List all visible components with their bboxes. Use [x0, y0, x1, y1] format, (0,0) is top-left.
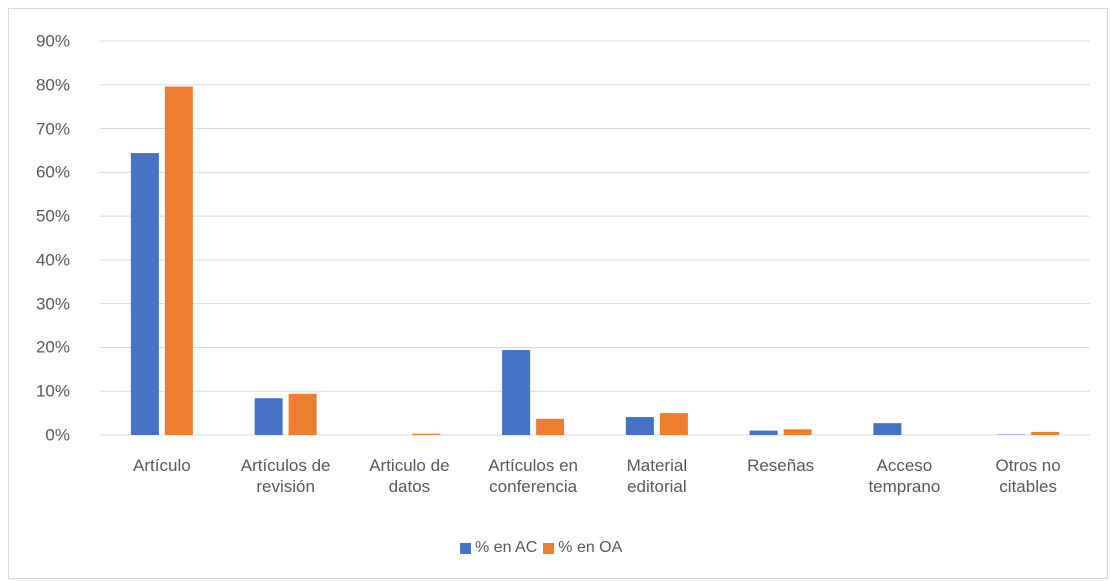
legend-swatch [460, 542, 471, 554]
y-tick-label: 0% [45, 425, 70, 445]
y-tick-label: 10% [35, 381, 70, 401]
bar [1031, 431, 1060, 435]
y-tick-label: 50% [35, 206, 70, 226]
bar [130, 153, 159, 435]
bar [873, 423, 902, 435]
x-tick-label: Articulo de datos [369, 456, 450, 496]
y-tick-label: 30% [35, 294, 70, 314]
x-tick-label: Artículo [133, 456, 191, 475]
x-tick-label: Material editorial [626, 456, 688, 496]
legend-swatch [543, 542, 555, 554]
bar [749, 430, 778, 435]
bar [625, 417, 654, 435]
bar [288, 393, 317, 435]
legend-item: % en OA [543, 539, 622, 557]
bar [254, 398, 283, 435]
y-tick-label: 20% [35, 337, 70, 357]
bar [502, 350, 531, 435]
bar [164, 86, 193, 435]
y-tick-label: 40% [35, 250, 70, 270]
x-tick-label: Artículos de revisión [240, 456, 331, 496]
bar [783, 429, 812, 435]
x-tick-label: Otros no citables [995, 456, 1061, 496]
x-tick-label: Reseñas [747, 456, 815, 475]
y-tick-label: 80% [35, 75, 70, 95]
legend-label: % en AC [475, 539, 538, 556]
bar [412, 433, 441, 435]
bar [536, 418, 565, 435]
legend-item: % en AC [460, 539, 537, 557]
legend-label: % en OA [558, 539, 623, 556]
chart-frame [8, 8, 1108, 579]
y-tick-label: 60% [35, 162, 70, 182]
x-tick-label: Artículos en conferencia [488, 456, 578, 496]
x-tick-label: Acceso temprano [868, 456, 941, 496]
bar [659, 413, 688, 435]
y-tick-label: 70% [35, 119, 70, 139]
y-tick-label: 90% [35, 31, 70, 51]
